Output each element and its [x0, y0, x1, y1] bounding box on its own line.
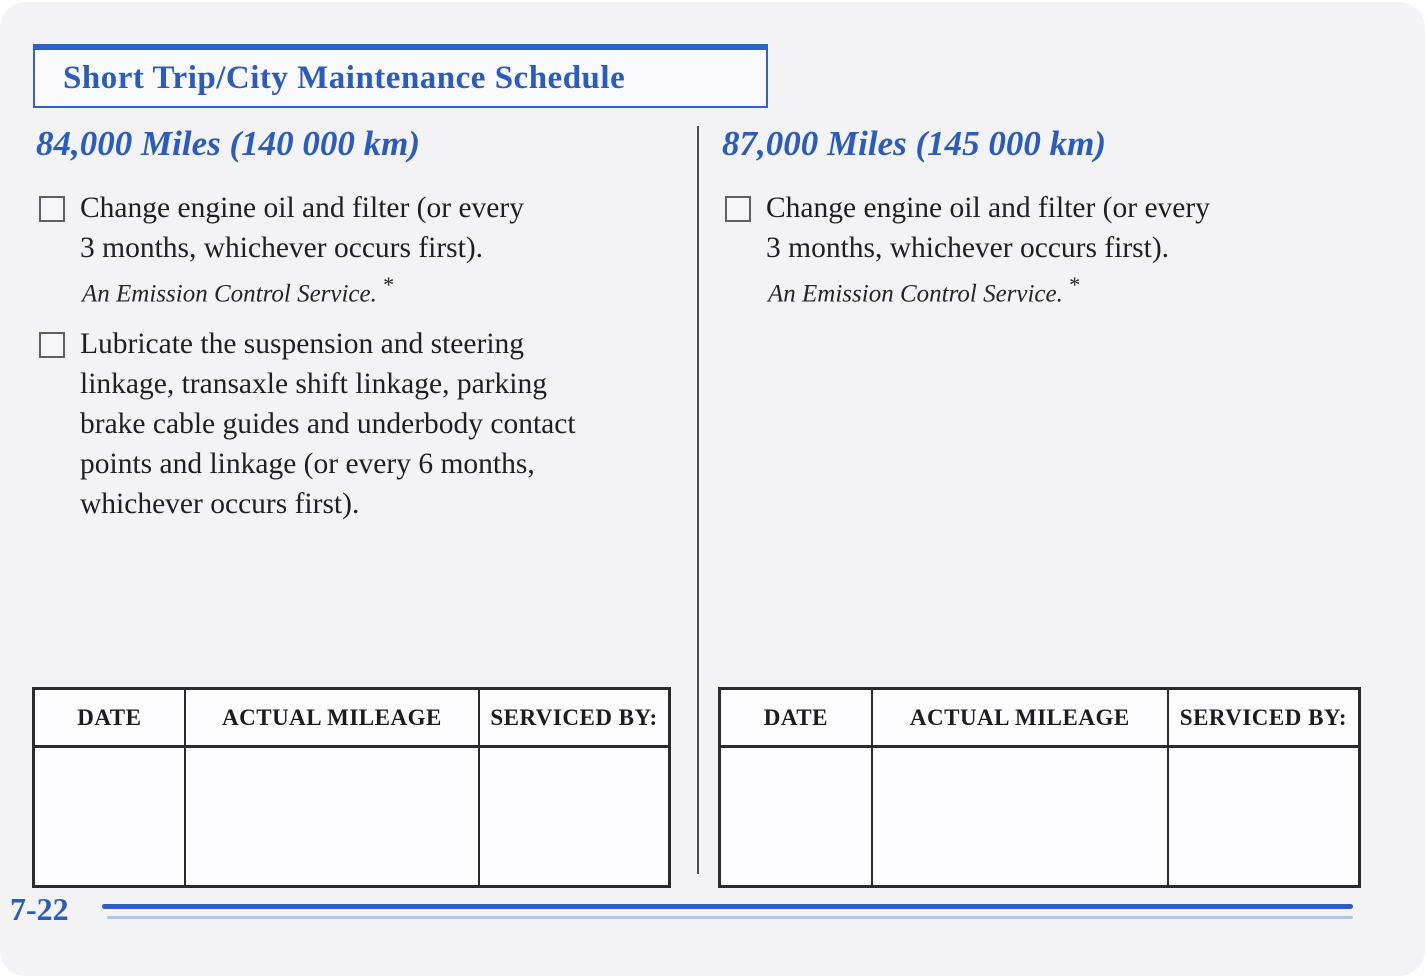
- table-header-row: DATE ACTUAL MILEAGE SERVICED BY:: [35, 690, 668, 748]
- item-text: Change engine oil and filter (or every 3…: [766, 188, 1210, 268]
- item-text-line: Lubricate the suspension and steering: [80, 328, 525, 361]
- table-header-serviced-by: SERVICED BY:: [1166, 690, 1358, 745]
- mileage-heading-87000: 87,000 Miles (145 000 km): [722, 124, 1107, 163]
- table-header-actual-mileage: ACTUAL MILEAGE: [183, 690, 478, 745]
- table-cell-actual-mileage: [870, 748, 1167, 885]
- item-text: Change engine oil and filter (or every 3…: [80, 188, 524, 268]
- checkbox-icon[interactable]: [725, 196, 751, 222]
- item-text-line: Change engine oil and filter (or every: [80, 192, 524, 224]
- footnote-asterisk: *: [383, 272, 395, 297]
- table-header-row: DATE ACTUAL MILEAGE SERVICED BY:: [721, 690, 1358, 748]
- item-text-line: Change engine oil and filter (or every: [766, 192, 1210, 224]
- item-text-line: points and linkage (or every 6 months,: [80, 448, 535, 481]
- item-text-line: linkage, transaxle shift linkage, parkin…: [80, 368, 547, 401]
- service-record-table-84000: DATE ACTUAL MILEAGE SERVICED BY:: [32, 687, 671, 888]
- footnote-asterisk: *: [1069, 272, 1081, 297]
- item-text-line: whichever occurs first).: [80, 488, 360, 521]
- maintenance-item-lubricate: Lubricate the suspension and steering li…: [36, 324, 684, 524]
- footer-rule-dark: [102, 904, 1353, 909]
- item-text-line: 3 months, whichever occurs first).: [80, 232, 484, 264]
- schedule-column-84000: 84,000 Miles (140 000 km) Change engine …: [36, 124, 684, 528]
- maintenance-item-oil-change: Change engine oil and filter (or every 3…: [722, 188, 1370, 268]
- table-cell-date: [721, 748, 871, 885]
- emission-note: An Emission Control Service. *: [82, 272, 684, 308]
- page-number: 7-22: [10, 891, 69, 927]
- section-title: Short Trip/City Maintenance Schedule: [63, 59, 626, 96]
- table-cell-date: [35, 748, 184, 885]
- emission-note-text: An Emission Control Service.: [82, 280, 377, 308]
- table-body-row: [35, 748, 668, 885]
- table-cell-serviced-by: [478, 748, 668, 885]
- table-header-date: DATE: [763, 704, 828, 730]
- table-header-actual-mileage: ACTUAL MILEAGE: [870, 690, 1167, 745]
- schedule-column-87000: 87,000 Miles (145 000 km) Change engine …: [722, 124, 1370, 324]
- table-cell-actual-mileage: [183, 748, 478, 885]
- checkbox-icon[interactable]: [39, 332, 65, 359]
- footer-rule-light: [107, 916, 1353, 919]
- mileage-heading-84000: 84,000 Miles (140 000 km): [36, 124, 421, 163]
- section-title-box: Short Trip/City Maintenance Schedule: [33, 44, 768, 108]
- service-record-table-87000: DATE ACTUAL MILEAGE SERVICED BY:: [718, 687, 1361, 888]
- emission-note-text: An Emission Control Service.: [768, 280, 1063, 308]
- maintenance-item-oil-change: Change engine oil and filter (or every 3…: [36, 188, 684, 268]
- table-header-date: DATE: [77, 704, 142, 730]
- column-divider: [697, 126, 699, 874]
- checkbox-icon[interactable]: [39, 196, 65, 222]
- emission-note: An Emission Control Service. *: [768, 272, 1370, 308]
- item-text-line: brake cable guides and underbody contact: [80, 408, 576, 441]
- table-body-row: [721, 748, 1358, 885]
- item-text: Lubricate the suspension and steering li…: [80, 324, 576, 524]
- item-text-line: 3 months, whichever occurs first).: [766, 232, 1170, 264]
- table-header-serviced-by: SERVICED BY:: [478, 690, 668, 745]
- table-cell-serviced-by: [1166, 748, 1358, 885]
